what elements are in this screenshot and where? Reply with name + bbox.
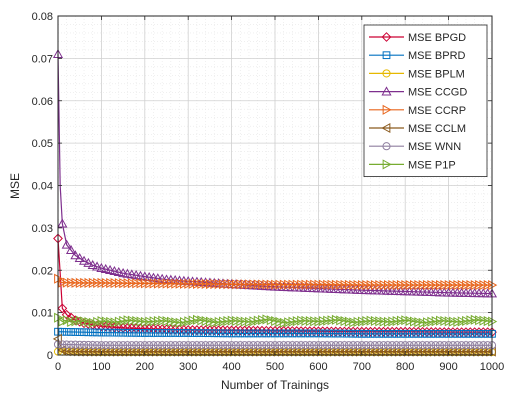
legend: MSE BPGD MSE BPRD MSE BPLM MSE CCGD MSE CCRP… [364, 25, 487, 177]
x-tick-label: 1000 [480, 361, 504, 373]
y-tick-label: 0.08 [32, 11, 53, 23]
x-tick-label: 400 [222, 361, 240, 373]
y-tick-label: 0.04 [32, 181, 53, 193]
legend-label: MSE BPLM [408, 68, 465, 80]
legend-label: MSE P1P [408, 159, 456, 171]
y-tick-label: 0.06 [32, 96, 53, 108]
x-tick-label: 100 [92, 361, 110, 373]
y-tick-label: 0.03 [32, 223, 53, 235]
x-tick-label: 900 [439, 361, 457, 373]
legend-label: MSE CCLM [408, 123, 466, 135]
x-tick-label: 300 [179, 361, 197, 373]
x-tick-label: 600 [309, 361, 327, 373]
legend-label: MSE WNN [408, 141, 461, 153]
legend-label: MSE BPGD [408, 32, 466, 44]
y-tick-label: 0.05 [32, 138, 53, 150]
x-axis-label: Number of Trainings [221, 378, 329, 392]
legend-label: MSE CCGD [408, 87, 467, 99]
y-tick-label: 0 [47, 350, 53, 362]
legend-label: MSE CCRP [408, 105, 466, 117]
x-tick-label: 800 [396, 361, 414, 373]
y-tick-label: 0.02 [32, 265, 53, 277]
y-tick-label: 0.07 [32, 53, 53, 65]
legend-box [364, 25, 487, 177]
x-tick-label: 200 [136, 361, 154, 373]
y-axis-label: MSE [8, 173, 22, 199]
legend-label: MSE BPRD [408, 50, 466, 62]
x-tick-label: 700 [353, 361, 371, 373]
x-tick-label: 0 [55, 361, 61, 373]
y-tick-label: 0.01 [32, 308, 53, 320]
x-tick-label: 500 [266, 361, 284, 373]
